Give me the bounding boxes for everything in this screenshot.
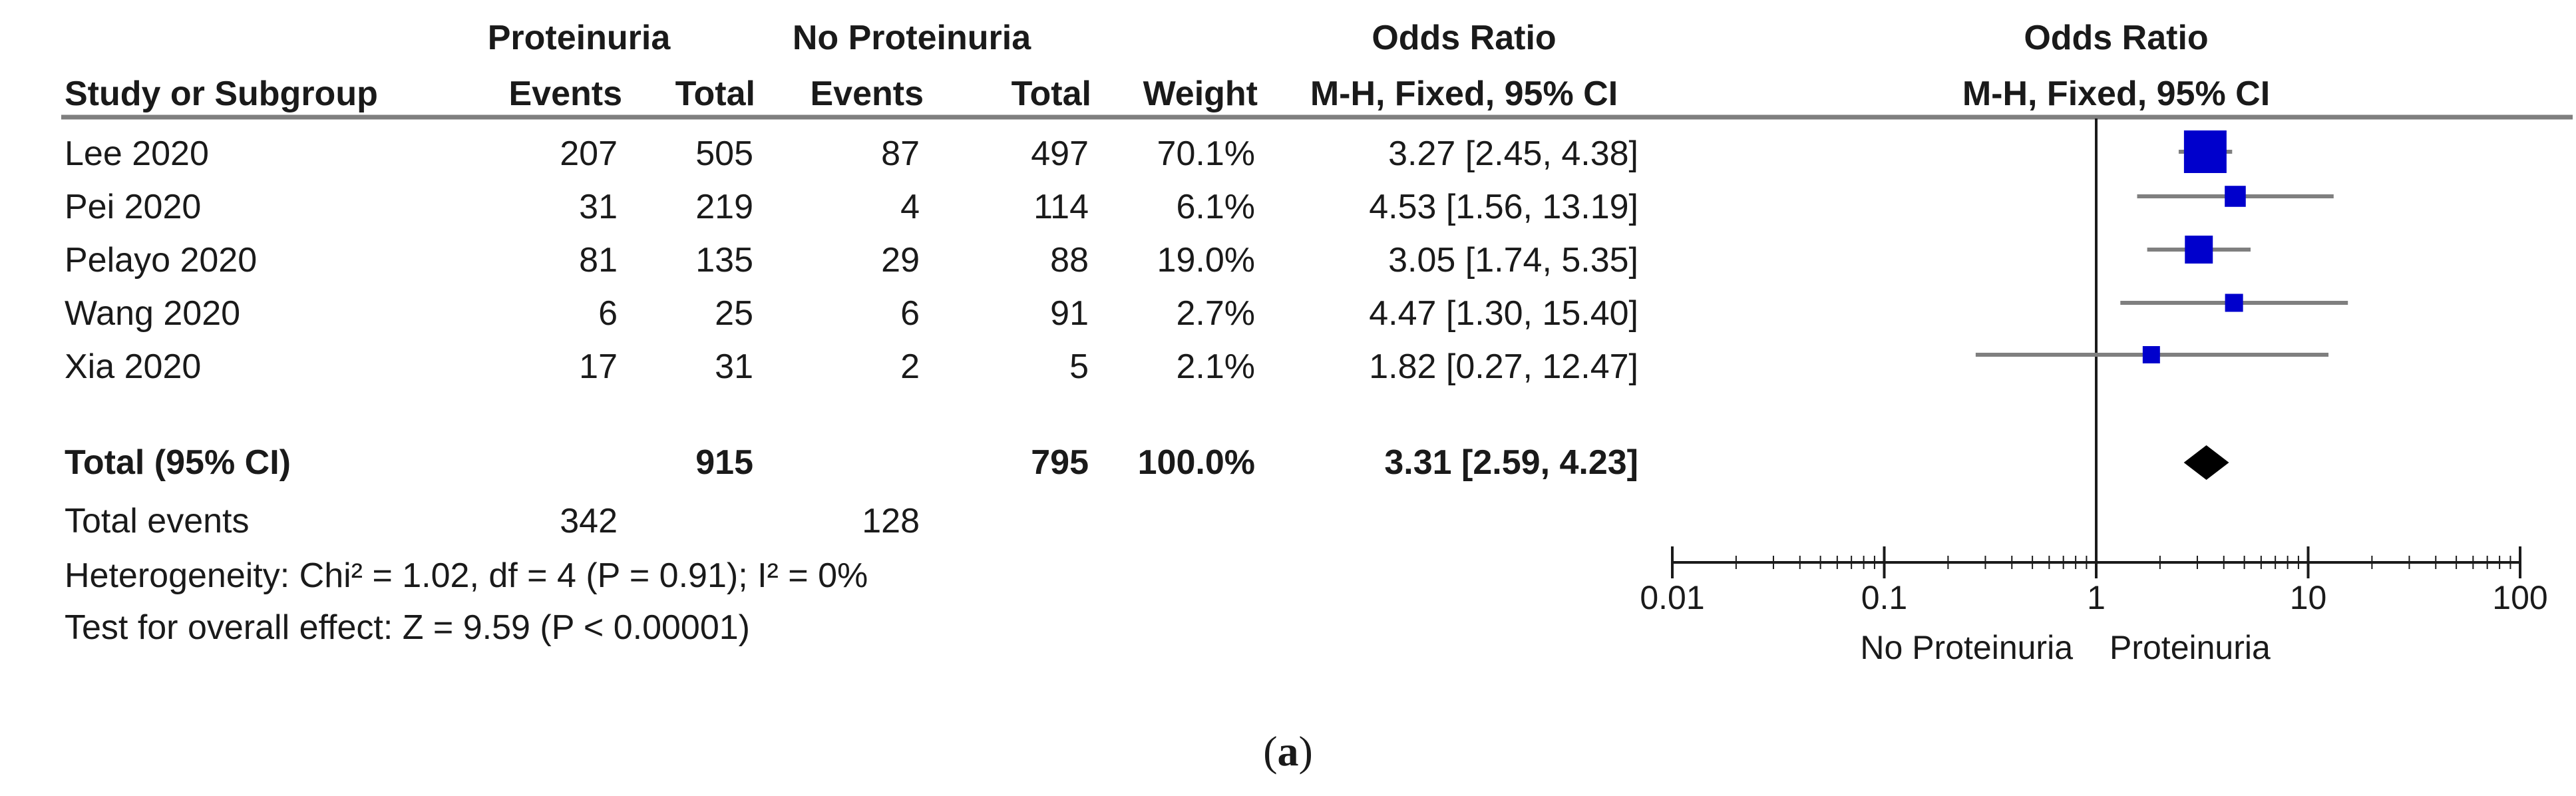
study-total-proteinuria: 31 [715,347,753,386]
x-tick-label: 10 [2290,579,2327,616]
study-name: Lee 2020 [65,134,209,173]
header-total-no-proteinuria: Total [1012,75,1091,113]
study-row: Xia 2020 17 31 2 5 2.1% 1.82 [0.27, 12.4… [65,347,1638,386]
study-row: Pelayo 2020 81 135 29 88 19.0% 3.05 [1.7… [65,241,1638,280]
header-events-proteinuria: Events [508,75,622,113]
total-weight: 100.0% [1138,443,1255,482]
study-table: Lee 2020 207 505 87 497 70.1% 3.27 [2.45… [65,134,1638,386]
study-events-proteinuria: 6 [598,294,618,333]
study-box [2185,236,2213,264]
study-name: Xia 2020 [65,347,201,386]
study-weight: 6.1% [1176,188,1255,226]
study-total-proteinuria: 135 [695,241,753,280]
heterogeneity-text: Heterogeneity: Chi² = 1.02, df = 4 (P = … [65,556,868,595]
header-plot-method: M-H, Fixed, 95% CI [1962,75,2270,113]
study-box [2183,130,2227,173]
study-box [2225,294,2243,312]
pooled-diamond [2183,445,2229,480]
study-total-proteinuria: 505 [695,134,753,173]
total-row: Total (95% CI) 915 795 100.0% 3.31 [2.59… [65,443,1638,482]
study-name: Pei 2020 [65,188,201,226]
total-no-proteinuria: 795 [1031,443,1089,482]
study-weight: 2.1% [1176,347,1255,386]
axis-right-label: Proteinuria [2110,629,2271,666]
study-events-no-proteinuria: 87 [881,134,920,173]
total-label: Total (95% CI) [65,443,291,482]
study-total-proteinuria: 25 [715,294,753,333]
x-tick-label: 100 [2492,579,2547,616]
header-weight: Weight [1143,75,1258,113]
study-events-proteinuria: 17 [579,347,618,386]
study-total-no-proteinuria: 91 [1050,294,1089,333]
total-events-proteinuria: 342 [560,502,618,540]
total-events-no-proteinuria: 128 [862,502,920,540]
caption-open: ( [1263,727,1278,775]
total-events-row: Total events 342 128 [65,502,920,540]
study-events-no-proteinuria: 4 [900,188,920,226]
study-or-ci: 1.82 [0.27, 12.47] [1369,347,1638,386]
study-or-ci: 4.53 [1.56, 13.19] [1369,188,1638,226]
caption-letter: a [1277,727,1299,775]
study-total-no-proteinuria: 88 [1050,241,1089,280]
x-tick-label: 0.01 [1640,579,1704,616]
study-row: Lee 2020 207 505 87 497 70.1% 3.27 [2.45… [65,134,1638,173]
study-events-no-proteinuria: 29 [881,241,920,280]
x-tick-label: 0.1 [1861,579,1908,616]
study-total-no-proteinuria: 5 [1069,347,1089,386]
study-weight: 2.7% [1176,294,1255,333]
header-events-no-proteinuria: Events [810,75,924,113]
header-group-proteinuria: Proteinuria [488,19,671,57]
study-weight: 19.0% [1157,241,1255,280]
study-row: Wang 2020 6 25 6 91 2.7% 4.47 [1.30, 15.… [65,294,1638,333]
header-method: M-H, Fixed, 95% CI [1310,75,1618,113]
header-study-or-subgroup: Study or Subgroup [65,75,378,113]
study-name: Pelayo 2020 [65,241,257,280]
study-row: Pei 2020 31 219 4 114 6.1% 4.53 [1.56, 1… [65,188,1638,226]
study-total-no-proteinuria: 114 [1033,188,1089,226]
forest-graphics: 0.01 0.1 1 10 100 [1640,118,2548,616]
total-proteinuria: 915 [695,443,753,482]
study-events-no-proteinuria: 6 [900,294,920,333]
overall-effect-text: Test for overall effect: Z = 9.59 (P < 0… [65,608,750,647]
study-box [2142,346,2160,363]
header-group-no-proteinuria: No Proteinuria [793,19,1031,57]
figure-caption: (a) [0,727,2576,776]
study-or-ci: 3.27 [2.45, 4.38] [1388,134,1638,173]
total-or-ci: 3.31 [2.59, 4.23] [1384,443,1638,482]
study-or-ci: 3.05 [1.74, 5.35] [1388,241,1638,280]
study-events-proteinuria: 81 [579,241,618,280]
study-weight: 70.1% [1157,134,1255,173]
study-or-ci: 4.47 [1.30, 15.40] [1369,294,1638,333]
header-odds-ratio: Odds Ratio [1372,19,1556,57]
study-total-proteinuria: 219 [695,188,753,226]
total-events-label: Total events [65,502,250,540]
axis-left-label: No Proteinuria [1860,629,2073,666]
study-events-proteinuria: 207 [560,134,618,173]
study-box [2225,186,2246,207]
caption-close: ) [1298,727,1313,775]
study-name: Wang 2020 [65,294,240,333]
header-total-proteinuria: Total [675,75,755,113]
study-events-no-proteinuria: 2 [900,347,920,386]
study-events-proteinuria: 31 [579,188,618,226]
study-total-no-proteinuria: 497 [1031,134,1089,173]
header-plot-odds-ratio: Odds Ratio [2024,19,2208,57]
x-tick-label: 1 [2087,579,2106,616]
